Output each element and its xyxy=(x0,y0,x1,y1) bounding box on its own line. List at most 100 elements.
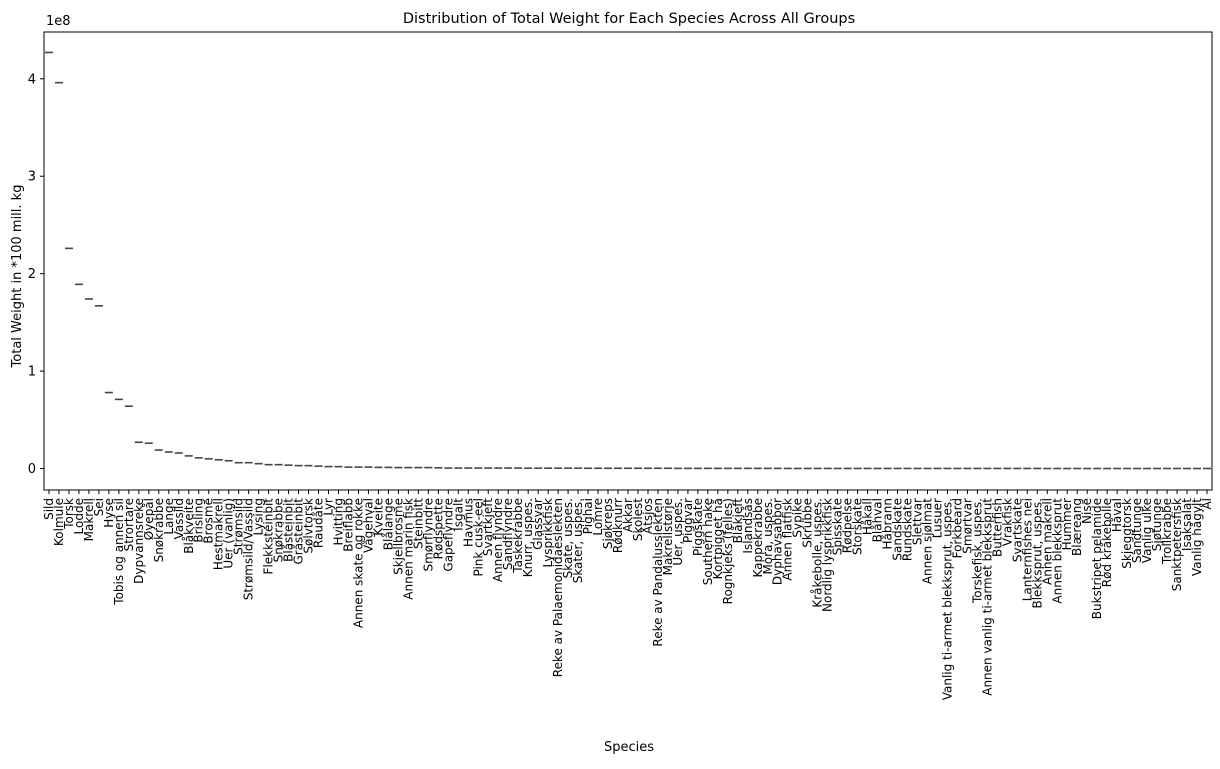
x-tick-label: Snøkrabbe xyxy=(272,498,286,562)
x-tick-label: Slettvar xyxy=(911,498,925,545)
x-tick-label: Bukstripet pelamide xyxy=(1090,498,1104,619)
x-tick-label: Vanlig ti-armet blekksprut, uspes. xyxy=(940,498,954,700)
x-axis-label: Species xyxy=(604,740,654,755)
x-tick-label: Lanternfishes nei xyxy=(1020,498,1034,601)
x-tick-label: Trollkrabbe xyxy=(1160,498,1174,565)
x-tick-label: Brisling xyxy=(192,498,206,543)
x-tick-label: Sjøkreps xyxy=(601,498,615,549)
x-tick-label: Kveite xyxy=(371,498,385,536)
x-tick-label: Nordlig lysprikkfisk xyxy=(821,498,835,612)
x-tick-label: Akkar xyxy=(621,498,635,532)
x-tick-label: Sølvtorsk xyxy=(302,498,316,554)
x-tick-label: Butterfish xyxy=(990,498,1004,557)
plot-area-frame xyxy=(43,31,1213,491)
x-tick-label: Rødspette xyxy=(431,498,445,559)
x-tick-label: Hyse xyxy=(102,498,116,528)
x-tick-label: Havmus xyxy=(461,498,475,547)
x-tick-label: Kortpigget hå xyxy=(711,498,725,579)
x-tick-label: Annen makrell xyxy=(1040,498,1054,585)
x-tick-label: Sei xyxy=(92,498,106,516)
x-tick-label: Islandsås xyxy=(741,498,755,554)
x-tick-label: Blåkveite xyxy=(182,498,196,554)
x-tick-label: Hestmakrell xyxy=(212,498,226,570)
x-tick-label: Torskefisk, uspes. xyxy=(970,498,984,604)
x-tick-label: Vrakfisk xyxy=(1000,498,1014,546)
x-tick-label: Makrell xyxy=(82,498,96,541)
y-tick-label: 3 xyxy=(28,170,36,185)
x-tick-label: Flekksteinbit xyxy=(262,498,276,575)
x-tick-label: Lyr xyxy=(322,498,336,516)
x-tick-label: Håval xyxy=(1110,498,1124,532)
x-tick-label: Smørflyndre xyxy=(421,498,435,572)
x-tick-label: Skate, uspes. xyxy=(561,498,575,578)
x-tick-label: Pighai xyxy=(581,498,595,534)
x-tick-label: Annen sjølmat xyxy=(920,498,934,585)
x-tick-label: Vassild xyxy=(172,498,186,539)
x-tick-label: Sypike xyxy=(791,498,805,538)
x-tick-label: Skjellbrosme xyxy=(391,498,405,575)
x-tick-label: Rødpelse xyxy=(841,498,855,553)
x-tick-label: Kappekrabbe xyxy=(751,498,765,577)
x-tick-label: Sandskate xyxy=(891,498,905,561)
x-tick-label: Annen marin fisk xyxy=(401,498,415,600)
x-tick-label: Snøkrabbe xyxy=(152,498,166,562)
x-tick-label: Rundskate xyxy=(901,498,915,561)
x-tick-label: Blåsteinbit xyxy=(282,498,296,562)
x-tick-label: Blæreang xyxy=(1070,498,1084,556)
x-tick-label: Pink cusk-eel xyxy=(471,498,485,577)
y-tick-label: 0 xyxy=(28,462,36,477)
x-tick-label: Uer (vanlig) xyxy=(222,498,236,569)
x-tick-label: Blåkjeft xyxy=(731,498,745,544)
x-tick-label: Øyepål xyxy=(142,498,156,540)
x-tick-label: Forkbeard xyxy=(950,498,964,558)
x-tick-label: Håbrann xyxy=(881,498,895,550)
x-tick-label: Sanktpetersfisk xyxy=(1170,498,1184,591)
x-tick-label: Lysing xyxy=(252,498,266,536)
x-tick-label: Lange xyxy=(162,498,176,535)
x-tick-label: Strømsild xyxy=(232,498,246,555)
x-tick-label: Annen vanlig ti-armet blekksprut xyxy=(980,498,994,696)
x-tick-label: Blålange xyxy=(381,498,395,550)
x-tick-label: Rognkjeks (felles) xyxy=(721,498,735,604)
x-tick-label: Sandflyndre xyxy=(501,498,515,570)
x-tick-label: Gapeflyndre xyxy=(441,498,455,572)
x-tick-label: Annen blekksprut xyxy=(1050,498,1064,604)
x-tick-label: Lomre xyxy=(591,498,605,536)
x-tick-label: Skater, uspes. xyxy=(571,498,585,583)
x-tick-label: Skjeggtorsk xyxy=(1120,498,1134,569)
x-tick-label: Vanlig hågylt xyxy=(1190,498,1204,576)
x-tick-label: Glassvar xyxy=(531,498,545,550)
x-tick-label: Ål xyxy=(1199,498,1214,510)
y-tick-label: 2 xyxy=(28,267,36,282)
x-tick-label: Blekksprut, uspes. xyxy=(1030,498,1044,609)
x-tick-label: Dypvannsreke xyxy=(132,498,146,584)
x-tick-label: Lusuer xyxy=(930,498,944,538)
x-tick-label: Steinbitt xyxy=(411,498,425,549)
x-tick-label: Brosme xyxy=(202,498,216,544)
x-tick-label: Skolest xyxy=(631,498,645,541)
x-tick-label: Håkall xyxy=(861,498,875,535)
y-tick-label: 4 xyxy=(28,72,36,87)
x-tick-label: Smørtvar xyxy=(960,498,974,554)
x-tick-label: Annen flatfisk xyxy=(781,498,795,581)
x-tick-label: Rød kråkebolle xyxy=(1100,498,1114,587)
x-tick-label: Kråkebolle, uspes. xyxy=(811,498,825,608)
x-tick-label: Isaksalat xyxy=(1180,498,1194,551)
x-tick-label: Gråsteinbit xyxy=(292,498,306,565)
x-tick-label: Raudåte xyxy=(312,498,326,548)
x-tick-label: Sild xyxy=(42,498,56,520)
x-tick-label: Blåhval xyxy=(871,498,885,542)
x-tick-label: Reke av Pandalusslekten xyxy=(651,498,665,647)
x-tick-label: Makrellstørje xyxy=(661,498,675,575)
x-tick-label: Kolmule xyxy=(52,498,66,546)
x-tick-label: Nise xyxy=(1080,498,1094,524)
x-tick-label: Uer, uspes. xyxy=(671,498,685,566)
x-tick-label: Svartskate xyxy=(1010,498,1024,562)
x-tick-label: Hummer xyxy=(1060,498,1074,550)
x-tick-label: Spisskate xyxy=(831,498,845,555)
box-series xyxy=(44,51,1212,470)
x-tick-label: Storskate xyxy=(851,498,865,555)
x-tick-label: Åtsjos xyxy=(640,498,655,534)
x-tick-label: Vanlig ulke xyxy=(1140,498,1154,563)
